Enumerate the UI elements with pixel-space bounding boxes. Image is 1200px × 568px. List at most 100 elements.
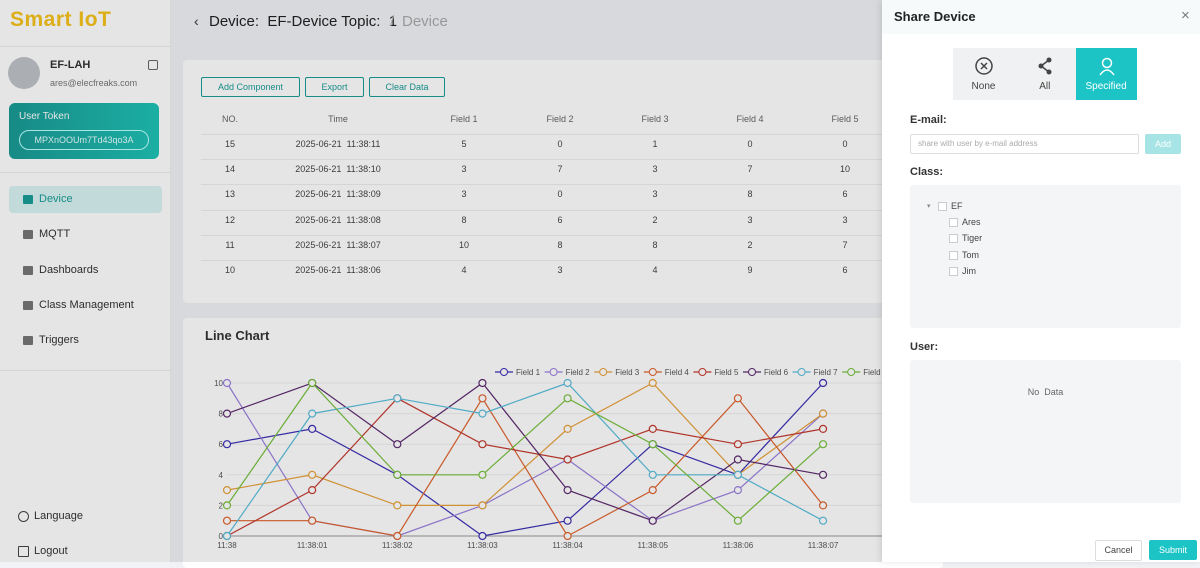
close-button[interactable]: × [1181,7,1190,24]
data-point [393,440,402,449]
data-point [563,516,572,525]
x-tick-label: 11:38:07 [808,541,839,550]
table-cell: 3 [652,189,658,199]
data-point [222,378,232,388]
table-cell: 15 [224,139,235,149]
table-header: Field 1 [450,114,478,124]
legend-marker [698,368,707,376]
y-tick-label: 0 [219,532,224,541]
icon [1038,63,1044,69]
data-point [478,394,487,403]
checkbox[interactable] [949,218,958,227]
checkbox[interactable] [949,266,958,276]
data-point [818,424,828,434]
toolbar-button[interactable]: Clear Data [369,77,445,97]
icon [1098,69,1115,76]
table-row-line [201,159,943,160]
token-value[interactable]: MPXnOOUm7Td43qo3A [19,130,149,150]
data-point [222,501,232,510]
table-cell: 2025-06-21 11:38:10 [295,164,381,174]
menu-icon [23,265,33,275]
footer-item[interactable]: Language [34,510,83,522]
menu-item[interactable]: Device [39,193,73,205]
data-point [648,378,657,388]
legend-label: Field 2 [566,368,591,377]
empty-text: No Data [1027,387,1064,397]
table-cell: 9 [747,265,753,275]
data-point [393,531,402,541]
token-card: User Token MPXnOOUm7Td43qo3A [9,103,159,159]
data-point [733,440,743,449]
toolbar-button[interactable]: Export [305,77,364,97]
sidebar: Smart IoT EF-LAH ares@elecfreaks.com User T… [0,0,171,562]
submit-button[interactable]: Submit [1149,540,1197,560]
data-point [733,470,743,479]
menu-icon [23,300,33,310]
footer-item[interactable]: Logout [34,545,68,557]
tree-node: EF [951,201,963,211]
share-option[interactable]: None [953,48,1014,100]
table-cell: 8 [747,189,753,199]
user-email: ares@elecfreaks.com [50,78,138,88]
tree-caret: ▾ [927,203,931,210]
y-tick-label: 2 [219,501,224,510]
tree-node: Jim [962,265,976,276]
checkbox[interactable] [938,202,947,211]
legend-label: Field 6 [764,368,789,377]
data-point [733,486,743,495]
table-cell: 2025-06-21 11:38:11 [295,139,381,149]
table-cell: 6 [842,265,848,275]
menu-item[interactable]: Triggers [39,334,79,347]
table-cell: 8 [461,215,467,225]
email-input[interactable]: share with user by e-mail address [910,134,1139,154]
legend-marker [847,368,856,376]
table-cell: 11 [225,240,235,250]
table-cell: 10 [224,265,235,275]
legend-marker [648,368,657,376]
checkbox[interactable] [949,250,958,260]
modal-mask[interactable] [0,0,882,562]
data-point [478,409,487,418]
table-cell: 1 [652,139,658,149]
data-point [478,378,487,388]
data-point [308,409,317,418]
data-point [818,501,828,510]
chart-title: Line Chart [205,328,270,343]
avatar [8,57,40,89]
share-option[interactable]: Specified [1075,48,1137,100]
breadcrumb: Device [402,13,448,30]
data-point [648,470,657,479]
table-cell: 7 [842,240,848,250]
menu-item[interactable]: Dashboards [39,263,99,276]
x-tick-label: 11:38:04 [552,541,583,550]
menu-item[interactable]: MQTT [39,228,71,241]
option-label: All [1039,81,1051,92]
user-box [910,360,1181,503]
toolbar-button[interactable]: Add Component [201,77,300,97]
table-cell: 4 [652,265,658,275]
legend-marker [549,368,558,376]
table-cell: 8 [652,240,658,250]
table-row-line [201,184,943,185]
menu-item[interactable]: Class Management [39,298,134,311]
menu-icon [23,336,33,346]
table-cell: 0 [557,139,563,149]
data-point [563,394,572,403]
user-name: EF-LAH [50,59,91,71]
share-option[interactable]: All [1014,48,1075,100]
checkbox[interactable] [949,234,958,244]
data-point [563,424,572,434]
drawer-header [882,0,1200,34]
legend-label: Field 3 [615,368,640,377]
legend-marker [500,368,508,376]
table-header: Field 2 [546,114,574,124]
option-label: Specified [1085,81,1127,92]
cancel-button[interactable]: Cancel [1095,540,1142,561]
data-point [648,440,657,449]
table-cell: 3 [652,164,658,174]
table-cell: 3 [842,215,848,225]
data-point [222,409,232,418]
data-point [818,409,828,418]
legend-marker [748,368,756,376]
add-button[interactable]: Add [1145,134,1181,154]
